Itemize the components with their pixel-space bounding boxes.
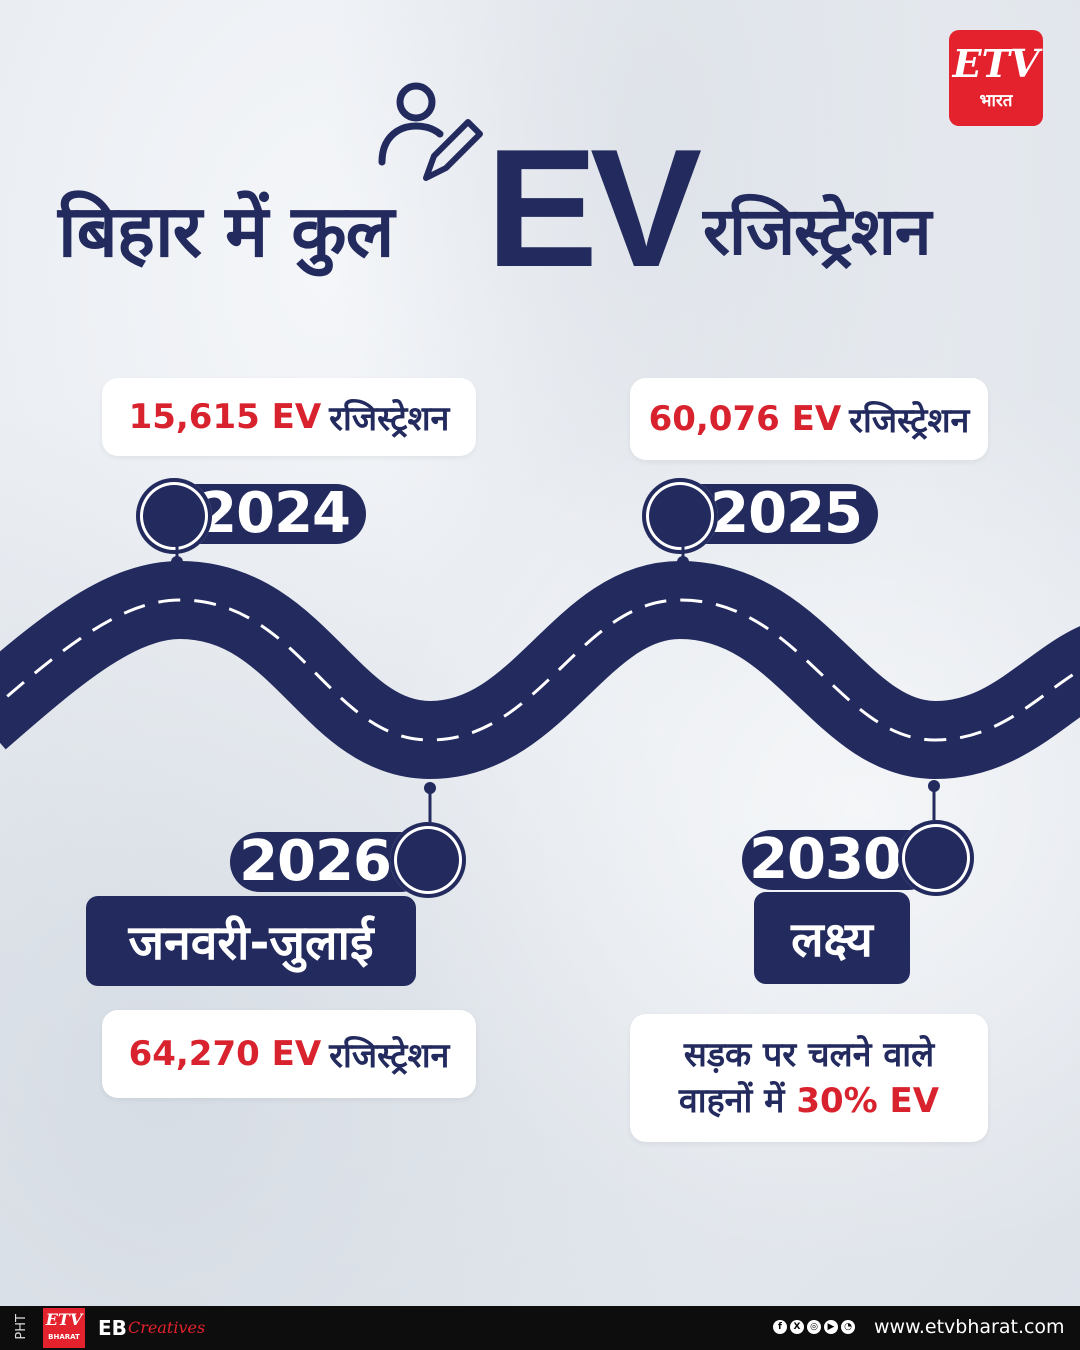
facebook-icon[interactable]: f xyxy=(773,1320,787,1334)
website-link[interactable]: www.etvbharat.com xyxy=(874,1316,1065,1338)
target-value: 30% EV xyxy=(796,1081,940,1121)
footer-bar: PHT ETV BHARAT EB Creatives f X ◎ ▶ ◔ ww… xyxy=(0,1306,1080,1350)
year-marker xyxy=(898,820,974,896)
year-marker xyxy=(390,822,466,898)
target-line2-prefix: वाहनों में xyxy=(678,1081,785,1121)
year-marker xyxy=(136,478,212,554)
milestone-2024-value: 15,615 EV रजिस्ट्रेशन xyxy=(102,378,476,456)
milestone-2026-period: जनवरी-जुलाई xyxy=(86,896,416,986)
timeline-road xyxy=(0,540,1080,830)
value-number: 64,270 EV xyxy=(128,1034,322,1074)
year-marker xyxy=(642,478,718,554)
title-highlight: EV xyxy=(486,114,702,302)
title-prefix: बिहार में कुल xyxy=(58,189,394,273)
creatives-label: Creatives xyxy=(128,1318,206,1337)
target-line1: सड़क पर चलने वाले xyxy=(683,1035,935,1075)
value-number: 15,615 EV xyxy=(128,397,322,437)
logo-sub: भारत xyxy=(979,91,1013,111)
logo-mark: ETV xyxy=(952,41,1040,86)
milestone-2025-value: 60,076 EV रजिस्ट्रेशन xyxy=(630,378,988,460)
value-number: 60,076 EV xyxy=(648,399,842,439)
milestone-2030-period: लक्ष्य xyxy=(754,892,910,984)
eb-label: EB xyxy=(98,1316,127,1340)
target-line2: वाहनों में 30% EV xyxy=(679,1078,939,1124)
etv-bharat-logo: ETV भारत xyxy=(949,30,1043,126)
milestone-2030-target: सड़क पर चलने वाले वाहनों में 30% EV xyxy=(630,1014,988,1142)
value-unit: रजिस्ट्रेशन xyxy=(849,401,970,441)
milestone-2030-year: 2030 xyxy=(742,820,974,896)
milestone-2024-year: 2024 xyxy=(136,478,368,554)
person-edit-icon xyxy=(378,82,483,181)
whatsapp-icon[interactable]: ◔ xyxy=(841,1320,855,1334)
milestone-2026-value: 64,270 EV रजिस्ट्रेशन xyxy=(102,1010,476,1098)
footer-logo: ETV BHARAT xyxy=(43,1308,85,1348)
footer-logo-mark: ETV xyxy=(45,1310,83,1329)
milestone-2026-year: 2026 xyxy=(230,822,470,898)
milestone-2025-year: 2025 xyxy=(642,478,880,554)
value-unit: रजिस्ट्रेशन xyxy=(329,399,450,439)
pht-label: PHT xyxy=(14,1314,29,1340)
instagram-icon[interactable]: ◎ xyxy=(807,1320,821,1334)
social-icons: f X ◎ ▶ ◔ xyxy=(773,1320,855,1334)
youtube-icon[interactable]: ▶ xyxy=(824,1320,838,1334)
headline: बिहार में कुल EV रजिस्ट्रेशन xyxy=(0,80,1080,300)
footer-logo-sub: BHARAT xyxy=(48,1333,80,1341)
title-suffix: रजिस्ट्रेशन xyxy=(703,193,932,270)
x-icon[interactable]: X xyxy=(790,1320,804,1334)
value-unit: रजिस्ट्रेशन xyxy=(329,1036,450,1076)
